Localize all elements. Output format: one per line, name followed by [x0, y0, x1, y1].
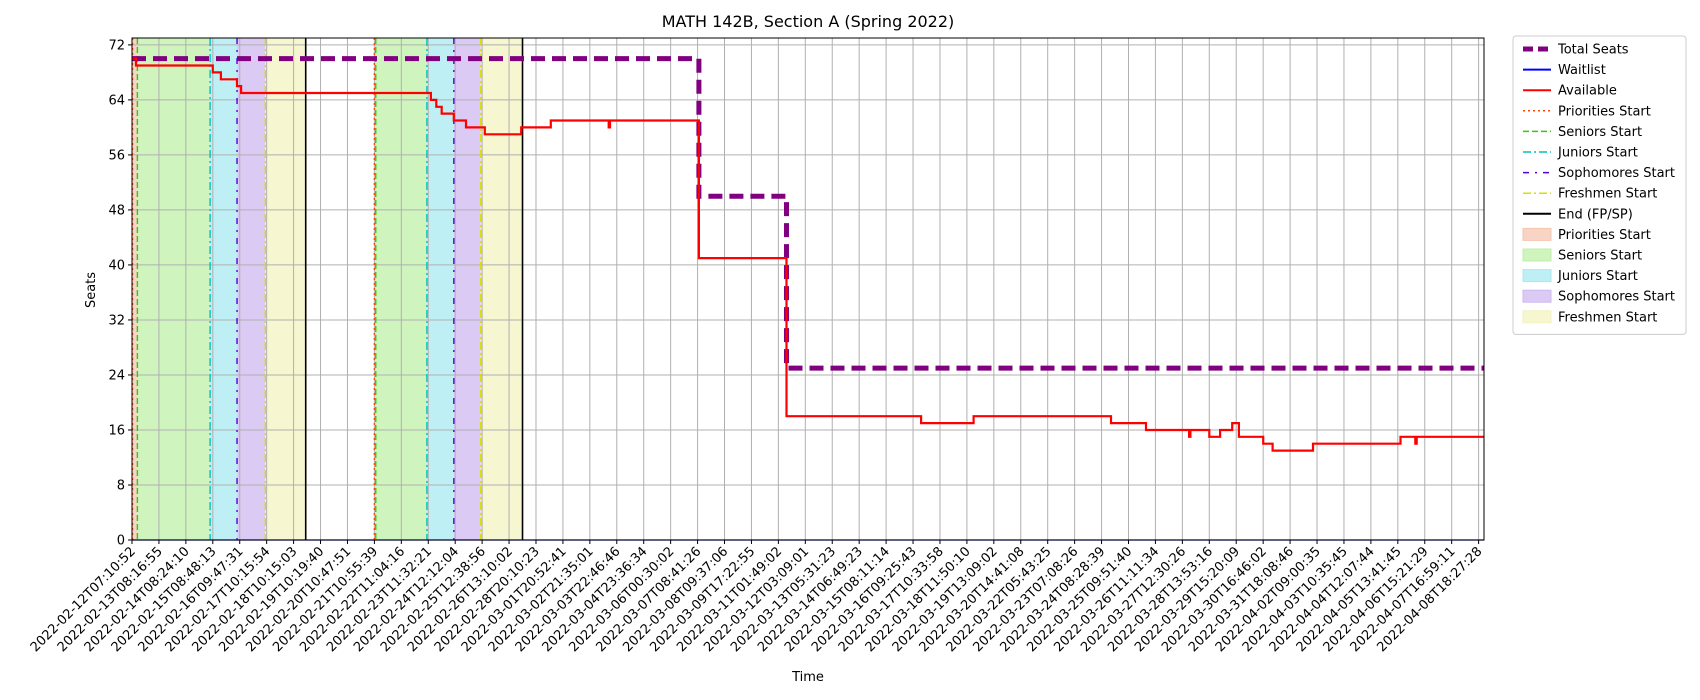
legend-label: Sophomores Start: [1558, 166, 1675, 181]
legend-label: End (FP/SP): [1558, 207, 1633, 222]
legend-label: Priorities Start: [1558, 104, 1651, 119]
y-tick-label: 24: [108, 368, 125, 383]
series-line: [132, 56, 1484, 371]
legend-label: Waitlist: [1558, 63, 1606, 78]
y-tick-label: 72: [108, 38, 125, 53]
chart-title: MATH 142B, Section A (Spring 2022): [662, 12, 955, 31]
shaded-span: [137, 38, 211, 540]
legend-swatch: [1522, 269, 1552, 283]
legend-label: Seniors Start: [1558, 125, 1642, 140]
shaded-span: [265, 38, 306, 540]
plot-frame: [131, 37, 1485, 541]
plot-background: [132, 38, 1484, 540]
y-tick-label: 8: [117, 478, 125, 493]
legend-swatch: [1522, 227, 1552, 241]
legend-label: Total Seats: [1557, 43, 1629, 58]
legend-box: [1512, 35, 1687, 335]
shaded-span: [132, 38, 138, 540]
legend-label: Juniors Start: [1557, 269, 1638, 284]
legend-label: Juniors Start: [1557, 146, 1638, 161]
y-tick-label: 16: [108, 423, 125, 438]
legend: Total Seats Waitlist Available Priorities S…: [1512, 35, 1687, 335]
x-axis-label: Time: [791, 670, 824, 685]
legend-label: Freshmen Start: [1558, 187, 1657, 202]
shaded-span: [237, 38, 266, 540]
shaded-span: [426, 38, 454, 540]
shaded-span: [210, 38, 238, 540]
y-axis-label: Seats: [84, 272, 99, 308]
phase-lines: [131, 38, 524, 540]
series-line: [132, 57, 1484, 452]
y-tick-label: 64: [108, 93, 125, 108]
legend-label: Priorities Start: [1558, 228, 1651, 243]
legend-swatch: [1522, 289, 1552, 303]
y-tick-label: 48: [108, 203, 125, 218]
y-axis-ticks: 0 8 16 24 32 40 48 56 64 72: [108, 38, 132, 549]
shaded-span: [480, 38, 523, 540]
plot-border: [131, 37, 1485, 541]
legend-swatch: [1522, 310, 1552, 324]
legend-swatch: [1522, 248, 1552, 262]
y-tick-label: 40: [108, 258, 125, 273]
legend-label: Sophomores Start: [1558, 290, 1675, 305]
legend-label: Freshmen Start: [1558, 310, 1657, 325]
legend-label: Available: [1558, 84, 1617, 99]
y-tick-label: 56: [108, 148, 125, 163]
y-tick-label: 32: [108, 313, 125, 328]
plot-area: [132, 38, 1484, 540]
y-tick-label: 0: [117, 534, 125, 549]
shaded-span: [453, 38, 481, 540]
grid: [131, 38, 1484, 541]
x-axis-ticks: 2022-02-12T07:10:522022-02-13T08:16:5520…: [28, 540, 1485, 655]
legend-label: Seniors Start: [1558, 249, 1642, 264]
